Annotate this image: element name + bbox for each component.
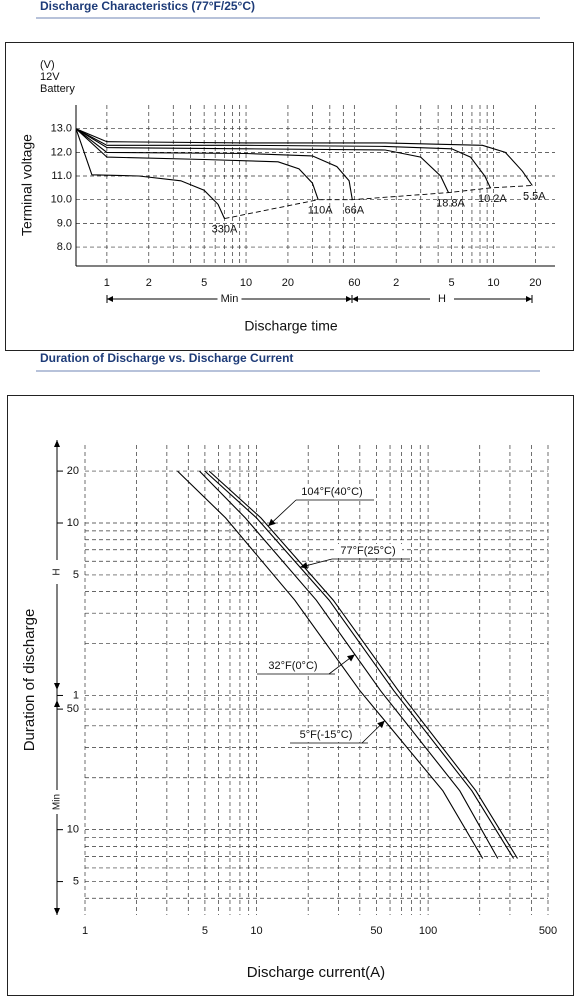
y-tick-label: 12.0 (51, 146, 72, 158)
series-line (75, 128, 353, 200)
label-bg (292, 728, 360, 742)
x-tick-label: 1 (104, 277, 110, 289)
y-tick-label: 1 (73, 689, 79, 701)
y-tick-label: 10.0 (51, 194, 72, 206)
annotation: (V) (40, 59, 55, 71)
series-label: 77°F(25°C) (340, 545, 395, 557)
label-bg (334, 544, 402, 558)
series-line (177, 470, 484, 859)
x-tick-label: 500 (539, 925, 557, 937)
chart-title: Discharge Characteristics (77°F/25°C) (40, 0, 255, 13)
series-line (75, 128, 491, 189)
series-line (199, 470, 499, 859)
x-tick-label: 10 (487, 277, 499, 289)
x-tick-label: 20 (529, 277, 541, 289)
chart-title: Duration of Discharge vs. Discharge Curr… (40, 351, 293, 365)
x-tick-label: 5 (202, 925, 208, 937)
x-tick-label: 60 (348, 277, 360, 289)
x-tick-label: 100 (419, 925, 437, 937)
x-tick-label: 5 (201, 277, 207, 289)
y-tick-label: 10 (67, 517, 79, 529)
series-line (75, 128, 533, 186)
y-tick-label: 9.0 (57, 217, 72, 229)
arrow-head (377, 720, 385, 729)
x-axis-title: Discharge current(A) (247, 964, 385, 981)
series-line (75, 128, 319, 200)
y-axis-title: Terminal voltage (19, 134, 35, 236)
end-voltage-line (224, 185, 533, 220)
label-bg (217, 292, 242, 306)
unit-label: H (52, 568, 63, 575)
x-tick-label: 10 (250, 925, 262, 937)
label-bg (259, 659, 327, 673)
chart-frame (7, 395, 574, 996)
unit-label: Min (52, 794, 63, 810)
annotation: 12V (40, 71, 60, 83)
x-tick-label: 2 (393, 277, 399, 289)
series-line (208, 470, 518, 859)
annotation: Battery (40, 83, 75, 95)
x-tick-label: 2 (146, 277, 152, 289)
unit-label: H (438, 293, 446, 305)
arrow-head (346, 654, 355, 662)
series-label: 66A (344, 205, 364, 217)
x-axis-title: Discharge time (244, 318, 338, 334)
x-tick-label: 5 (449, 277, 455, 289)
label-bg (51, 790, 63, 814)
series-label: 10.2A (478, 193, 507, 205)
label-bg (51, 560, 63, 584)
series-label: 32°F(0°C) (268, 660, 317, 672)
y-tick-label: 5 (73, 875, 79, 887)
x-tick-label: 1 (82, 925, 88, 937)
series-line (204, 470, 515, 859)
y-tick-label: 20 (67, 465, 79, 477)
arrow-head (300, 562, 308, 569)
unit-label: Min (221, 293, 239, 305)
series-label: 110A (308, 205, 334, 217)
x-tick-label: 20 (282, 277, 294, 289)
y-tick-label: 5 (73, 569, 79, 581)
y-axis-title: Duration of discharge (21, 609, 38, 752)
x-tick-label: 10 (240, 277, 252, 289)
series-line (75, 128, 226, 219)
series-line (75, 128, 449, 193)
arrow-head (268, 518, 276, 527)
series-label: 5°F(-15°C) (300, 729, 353, 741)
series-label: 18.8A (436, 198, 465, 210)
series-label: 104°F(40°C) (301, 486, 362, 498)
y-tick-label: 10 (67, 824, 79, 836)
y-tick-label: 13.0 (51, 123, 72, 135)
label-bg (430, 292, 454, 306)
label-bg (298, 485, 366, 499)
x-tick-label: 50 (370, 925, 382, 937)
y-tick-label: 8.0 (57, 241, 72, 253)
y-tick-label: 50 (67, 703, 79, 715)
series-label: 5.5A (523, 190, 546, 202)
series-label: 330A (212, 224, 238, 236)
y-tick-label: 11.0 (51, 170, 72, 182)
chart-frame (5, 42, 574, 351)
